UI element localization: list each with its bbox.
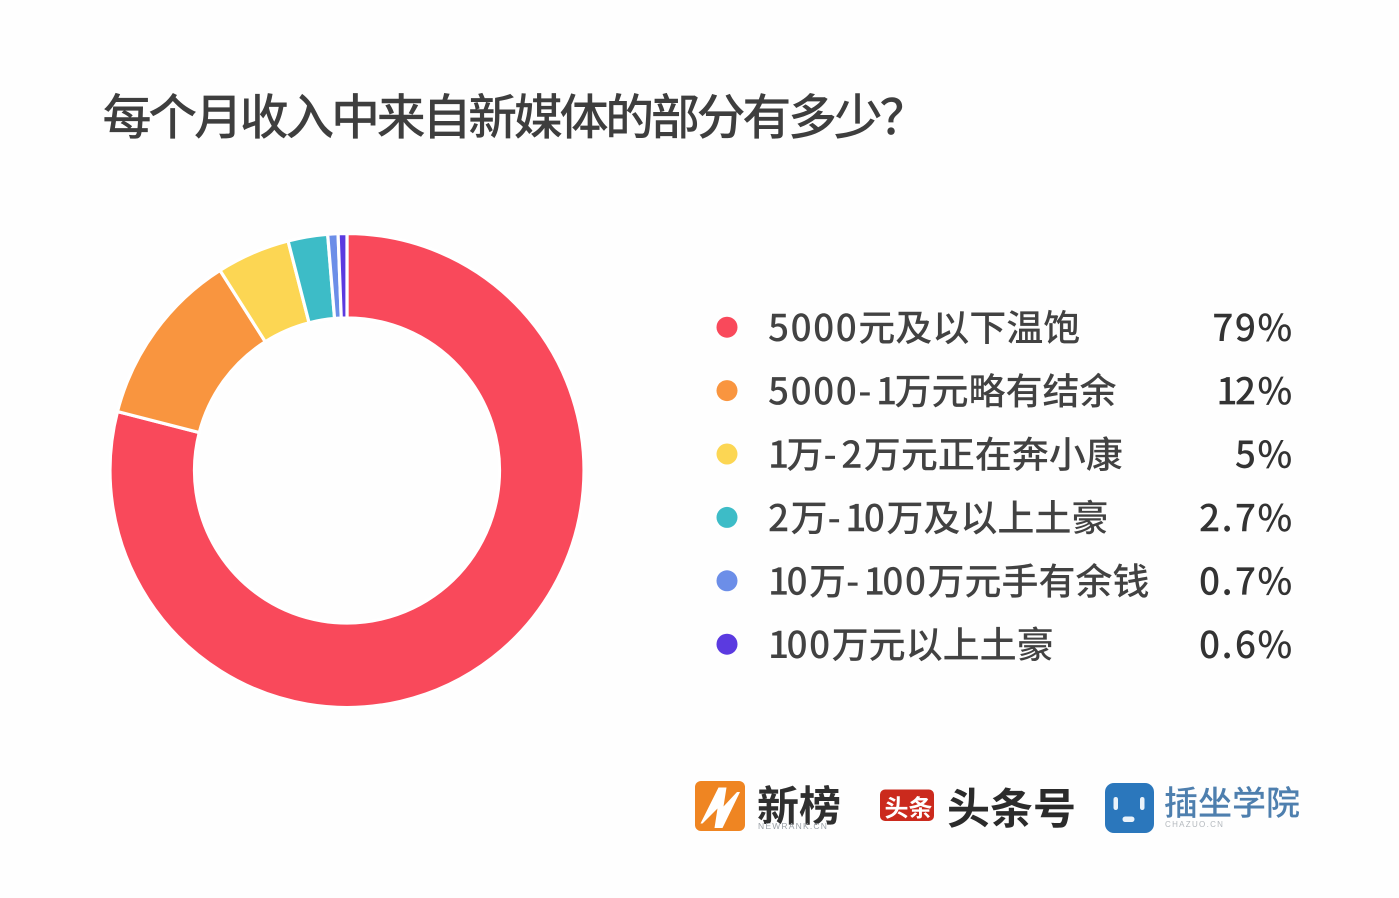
svg-text:CHAZUO.CN: CHAZUO.CN: [1165, 820, 1224, 829]
svg-text:NEWRANK.CN: NEWRANK.CN: [758, 821, 828, 831]
